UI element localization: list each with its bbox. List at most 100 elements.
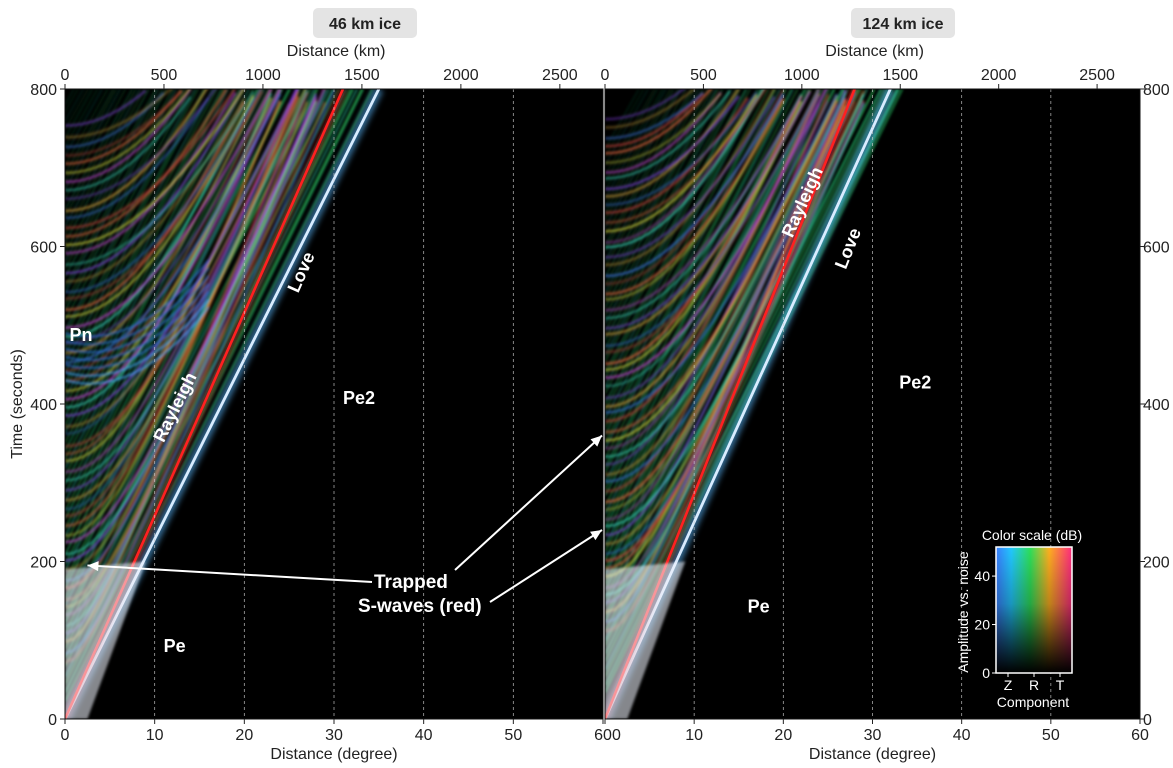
x-top-tick-label: 500 (690, 67, 717, 84)
pe-streak (65, 89, 75, 105)
coda-arc (65, 96, 300, 518)
x-tick-label: 10 (685, 727, 703, 744)
coda-arc (605, 92, 704, 148)
coda-arc (65, 90, 300, 448)
coda-arc (605, 93, 838, 414)
pn-arc (65, 306, 210, 385)
phase-label-pe2: Pe2 (899, 372, 931, 392)
pe-streak (605, 89, 717, 294)
coda-arc (605, 89, 765, 249)
color-scale-component: T (1056, 677, 1065, 693)
coda-arc (65, 89, 237, 230)
coda-arc (65, 90, 183, 157)
pe-streak (605, 89, 835, 529)
wavefield-fan (65, 89, 374, 702)
coda-arc (65, 90, 255, 266)
pe-streak (65, 89, 89, 130)
coda-arc (605, 99, 838, 476)
color-scale-ytick-label: 20 (974, 617, 990, 633)
coda-arc (65, 90, 264, 300)
pe-streak (605, 89, 831, 522)
pe-streak (65, 89, 141, 227)
coda-arc (605, 96, 803, 312)
x-top-tick-label: 2000 (981, 67, 1017, 84)
x-tick-label: 30 (325, 727, 343, 744)
x-top-tick-label: 1000 (784, 67, 820, 84)
coda-arc (605, 101, 865, 555)
x-tick-label: 40 (953, 727, 971, 744)
color-scale-shade (996, 547, 1072, 673)
x-top-axis-title: Distance (km) (287, 43, 386, 60)
pe-streak (65, 89, 94, 139)
panel-title: 46 km ice (329, 16, 401, 33)
coda-arc (605, 100, 838, 434)
coda-arc (605, 89, 686, 121)
coda-arc (65, 97, 273, 393)
pn-arc (65, 283, 210, 361)
color-scale-ylabel: Amplitude vs. noise (955, 551, 971, 673)
coda-arc (605, 98, 847, 504)
pe-streak (605, 89, 655, 176)
coda-arc (605, 89, 767, 224)
coda-arc (605, 97, 785, 296)
x-axis-title: Distance (degree) (270, 746, 397, 763)
pe-streak (65, 89, 137, 218)
coda-arc (65, 89, 147, 127)
coda-arc (605, 90, 812, 330)
pe-streak (65, 89, 157, 253)
color-scale-title: Color scale (dB) (982, 527, 1082, 543)
pe-streak (65, 89, 186, 312)
coda-arc (65, 89, 299, 511)
wavefield (65, 89, 384, 719)
phase-label-pe: Pe (164, 636, 186, 656)
coda-arc (605, 91, 704, 140)
coda-arc (605, 89, 776, 267)
coda-arc (65, 89, 263, 294)
x-tick-label: 60 (594, 727, 612, 744)
color-scale-ytick-label: 0 (982, 665, 990, 681)
y-tick-label: 200 (30, 555, 57, 572)
coda-arc (65, 97, 210, 220)
annotation-arrow (489, 529, 603, 603)
coda-arc (605, 97, 749, 214)
pe-streak (605, 89, 792, 444)
pe-streak (65, 89, 109, 166)
panel-title: 124 km ice (863, 16, 944, 33)
coda-arc (65, 89, 273, 329)
x-top-axis-title: Distance (km) (825, 43, 924, 60)
y-right-tick-label: 0 (1143, 712, 1152, 729)
coda-arc (65, 100, 282, 456)
phase-label-pe2: Pe2 (343, 388, 375, 408)
annotation-line-0: Trapped (374, 572, 448, 593)
pe-streak (605, 89, 664, 191)
coda-arc (605, 90, 731, 180)
x-tick-label: 20 (774, 727, 792, 744)
x-tick-label: 40 (415, 727, 433, 744)
panel-title-box (313, 8, 417, 38)
coda-arc (65, 91, 237, 255)
coda-arc (605, 93, 785, 278)
pe-streak (65, 89, 114, 175)
coda-arc (65, 89, 309, 482)
coda-arc (605, 91, 758, 207)
pe-streak (605, 89, 770, 394)
y-right-tick-label: 200 (1143, 555, 1170, 572)
color-scale-component: Z (1004, 677, 1013, 693)
x-top-tick-label: 0 (601, 67, 610, 84)
coda-arc (605, 91, 722, 174)
near-source-glow (605, 561, 686, 719)
coda-arc (65, 100, 318, 556)
pe-streak (605, 89, 812, 490)
x-top-tick-label: 500 (151, 67, 178, 84)
coda-arc (65, 89, 282, 345)
annotation-arrow (454, 434, 603, 571)
y-tick-label: 0 (48, 712, 57, 729)
pe-streak (605, 89, 724, 309)
color-scale-xlabel: Component (997, 694, 1069, 710)
coda-arc (605, 92, 847, 458)
coda-arc (65, 89, 191, 175)
coda-arc (65, 89, 327, 583)
pn-arc (65, 298, 210, 377)
x-top-tick-label: 2000 (443, 67, 479, 84)
x-top-tick-label: 2500 (542, 67, 578, 84)
